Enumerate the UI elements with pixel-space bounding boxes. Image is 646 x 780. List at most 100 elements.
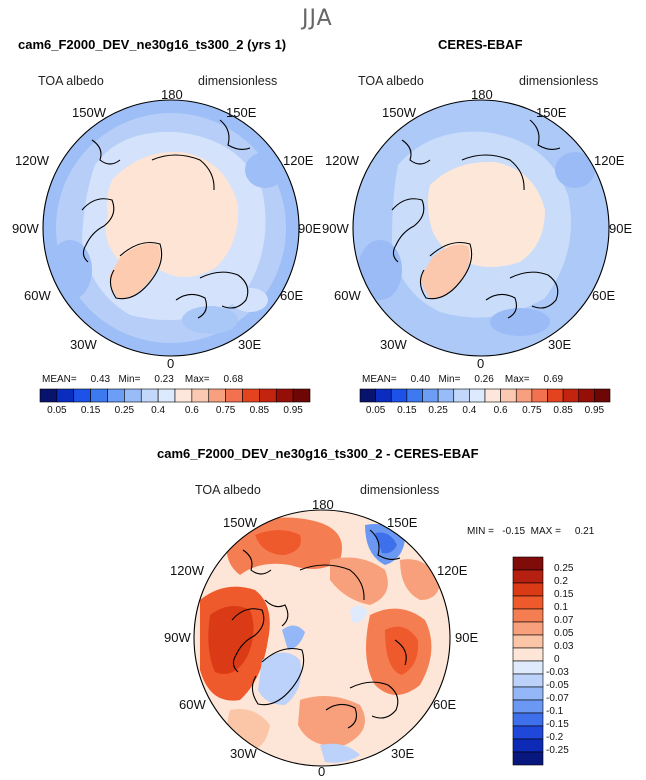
diff-colorbar-tick-label: -0.07 bbox=[546, 693, 569, 704]
right-colorbar bbox=[359, 388, 611, 403]
right-lon-0: 0 bbox=[477, 356, 485, 371]
right-greenland bbox=[421, 244, 470, 299]
colorbar-tick-label: 0.75 bbox=[522, 405, 542, 416]
diff-colorbar-ticks: 0.25 0.2 0.15 0.1 0.07 0.05 0.03 0 -0.03 -0.05 -0.… bbox=[546, 557, 608, 765]
diff-colorbar-swatch bbox=[512, 569, 544, 584]
colorbar-tick-label: 0.6 bbox=[184, 405, 199, 416]
right-lon-60w: 60W bbox=[334, 288, 361, 303]
diff-colorbar-tick-label: 0.2 bbox=[554, 576, 568, 587]
diff-colorbar-swatch bbox=[512, 660, 544, 675]
left-max-value: 0.68 bbox=[223, 374, 244, 385]
colorbar-swatch bbox=[191, 388, 210, 403]
diff-colorbar-tick-label: 0 bbox=[554, 654, 560, 665]
colorbar-tick-label: 0.25 bbox=[114, 405, 135, 416]
left-colorbar-ticks: 0.05 0.15 0.25 0.4 0.6 0.75 0.85 0.95 bbox=[40, 405, 310, 419]
colorbar-swatch bbox=[453, 388, 470, 403]
left-lon-60e: 60E bbox=[280, 288, 304, 303]
colorbar-tick-label: 0.95 bbox=[584, 405, 605, 416]
diff-lon-60w: 60W bbox=[179, 697, 206, 712]
diff-colorbar-tick-label: -0.03 bbox=[546, 667, 569, 678]
diff-lon-30w: 30W bbox=[230, 746, 257, 761]
right-lon-90w: 90W bbox=[322, 221, 349, 236]
left-lon-60w: 60W bbox=[24, 288, 51, 303]
diff-colorbar bbox=[512, 556, 544, 766]
colorbar-tick-label: 0.05 bbox=[47, 405, 67, 416]
right-lon-120e: 120E bbox=[594, 153, 625, 168]
colorbar-swatch bbox=[469, 388, 486, 403]
colorbar-swatch bbox=[124, 388, 142, 403]
left-mean-value: 0.43 bbox=[90, 374, 111, 385]
diff-units-label: dimensionless bbox=[360, 483, 440, 497]
right-min-label: Min= bbox=[438, 374, 461, 385]
left-arctic-peach-region bbox=[105, 151, 239, 278]
right-lon-120w: 120W bbox=[325, 153, 359, 168]
diff-lon-150w: 150W bbox=[223, 515, 257, 530]
diff-minmax: MIN = -0.15 MAX = 0.21 bbox=[467, 526, 595, 537]
colorbar-swatch bbox=[140, 388, 159, 403]
right-lon-150e: 150E bbox=[536, 105, 567, 120]
left-min-value: 0.23 bbox=[154, 374, 174, 385]
left-map-background bbox=[43, 100, 299, 356]
diff-lon-90e: 90E bbox=[455, 630, 479, 645]
left-lon-90w: 90W bbox=[12, 221, 39, 236]
colorbar-swatch bbox=[547, 388, 564, 403]
left-variable-label: TOA albedo bbox=[38, 74, 104, 88]
colorbar-swatch bbox=[484, 388, 501, 403]
colorbar-tick-label: 0.15 bbox=[80, 405, 101, 416]
colorbar-tick-label: 0.85 bbox=[553, 405, 573, 416]
right-lon-30w: 30W bbox=[380, 337, 407, 352]
colorbar-tick-label: 0.6 bbox=[493, 405, 508, 416]
colorbar-swatch bbox=[275, 388, 294, 403]
right-lon-90e: 90E bbox=[609, 221, 633, 236]
diff-variable-label: TOA albedo bbox=[195, 483, 261, 497]
diff-colorbar-tick-label: -0.25 bbox=[546, 745, 569, 756]
left-max-label: Max= bbox=[184, 374, 210, 385]
colorbar-swatch bbox=[242, 388, 260, 403]
diff-colorbar-swatch bbox=[512, 582, 544, 597]
left-lon-150w: 150W bbox=[72, 105, 106, 120]
colorbar-swatch bbox=[39, 388, 58, 403]
diff-colorbar-swatch bbox=[512, 647, 544, 662]
diff-colorbar-swatch bbox=[512, 608, 544, 623]
diff-colorbar-tick-label: -0.05 bbox=[546, 680, 569, 691]
left-colorbar bbox=[39, 388, 311, 403]
diff-colorbar-swatch bbox=[512, 556, 544, 571]
colorbar-swatch bbox=[500, 388, 517, 403]
colorbar-swatch bbox=[208, 388, 226, 403]
diff-panel-title: cam6_F2000_DEV_ne30g16_ts300_2 - CERES-E… bbox=[157, 446, 479, 461]
right-mean-label: MEAN= bbox=[362, 374, 397, 385]
colorbar-swatch bbox=[390, 388, 408, 403]
colorbar-swatch bbox=[90, 388, 108, 403]
colorbar-swatch bbox=[594, 388, 611, 403]
diff-colorbar-swatch bbox=[512, 595, 544, 610]
diff-colorbar-tick-label: 0.1 bbox=[554, 602, 568, 613]
diff-lon-90w: 90W bbox=[164, 630, 191, 645]
diff-lon-30e: 30E bbox=[391, 746, 415, 761]
diff-map-background bbox=[194, 510, 450, 766]
left-lon-90e: 90E bbox=[298, 221, 322, 236]
diff-colorbar-tick-label: -0.1 bbox=[546, 706, 564, 717]
diff-colorbar-swatch bbox=[512, 634, 544, 649]
diff-colorbar-tick-label: -0.15 bbox=[546, 719, 569, 730]
diff-colorbar-tick-label: 0.05 bbox=[554, 628, 574, 639]
right-units-label: dimensionless bbox=[519, 74, 599, 88]
colorbar-swatch bbox=[174, 388, 193, 403]
right-lon-60e: 60E bbox=[592, 288, 616, 303]
colorbar-tick-label: 0.15 bbox=[397, 405, 417, 416]
colorbar-tick-label: 0.85 bbox=[249, 405, 270, 416]
left-units-label: dimensionless bbox=[198, 74, 278, 88]
colorbar-tick-label: 0.4 bbox=[151, 405, 166, 416]
diff-lon-120e: 120E bbox=[437, 563, 468, 578]
left-stats: MEAN= 0.43 Min= 0.23 Max= 0.68 bbox=[42, 374, 243, 385]
colorbar-swatch bbox=[375, 388, 392, 403]
diff-colorbar-swatch bbox=[512, 751, 544, 766]
left-lon-30e: 30E bbox=[238, 337, 262, 352]
season-title: JJA bbox=[302, 6, 333, 31]
left-lon-120e: 120E bbox=[283, 153, 314, 168]
colorbar-tick-label: 0.25 bbox=[428, 405, 448, 416]
colorbar-swatch bbox=[562, 388, 580, 403]
diff-colorbar-tick-label: 0.07 bbox=[554, 615, 574, 626]
diff-red-region-east bbox=[366, 608, 432, 695]
colorbar-swatch bbox=[107, 388, 125, 403]
diff-colorbar-swatch bbox=[512, 673, 544, 688]
